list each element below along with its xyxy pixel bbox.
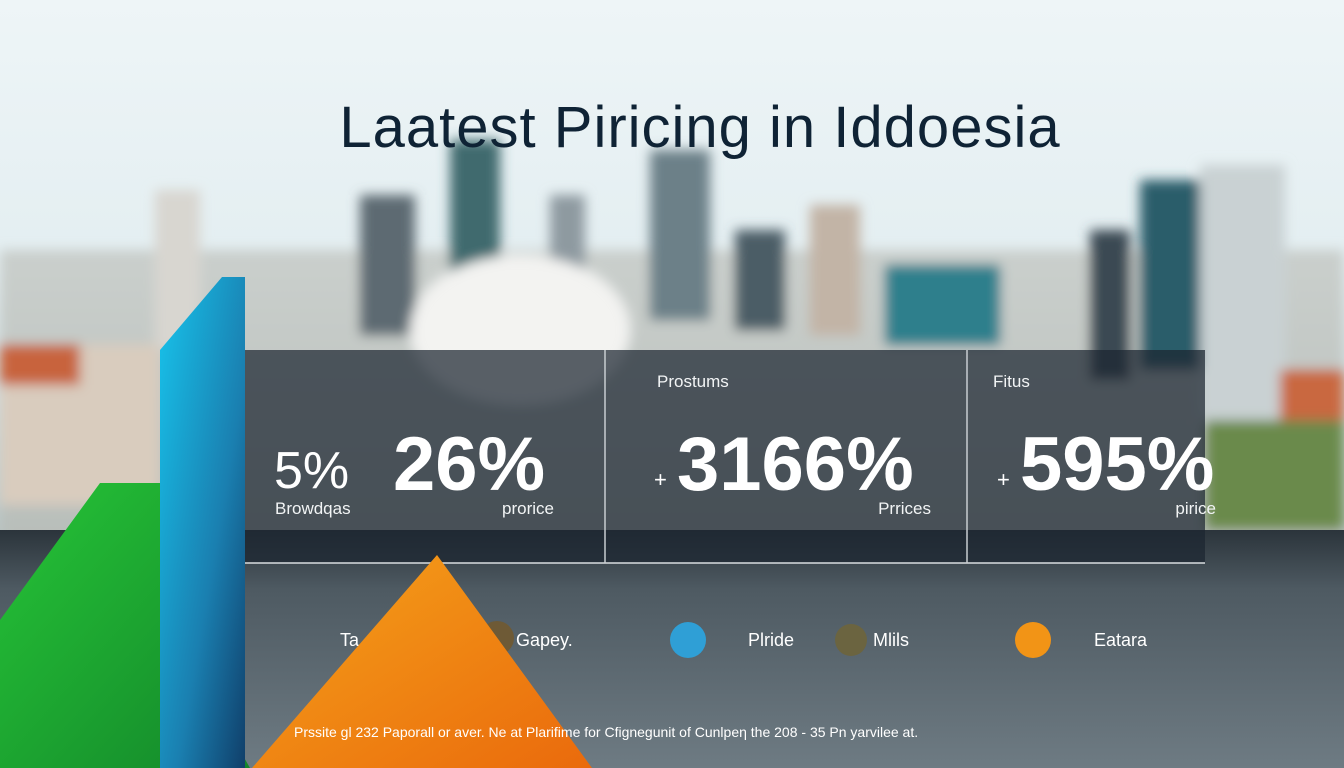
stats-panel <box>245 350 1205 563</box>
legend-label: Eatara <box>1094 630 1148 650</box>
stat: 595% <box>1020 422 1214 507</box>
legend-dot <box>670 622 706 658</box>
stat-prefix: + <box>654 467 667 492</box>
stat: 3166% <box>677 422 914 507</box>
stat-label: Prrices <box>878 499 931 518</box>
footer: Prssite gl 232 Paporall or aver. Ne at P… <box>294 724 918 740</box>
title: Laatest Piricing in Iddoesia <box>339 95 1060 160</box>
panel-header: Fitus <box>993 372 1030 391</box>
stat: 5% <box>274 442 349 500</box>
blue-shape <box>160 277 245 768</box>
stat-label: prorice <box>502 499 554 518</box>
stat-label: pirice <box>1175 499 1216 518</box>
orange-shape <box>252 555 592 768</box>
legend-dot <box>1015 622 1051 658</box>
legend-dot <box>835 624 867 656</box>
stat-label: Browdqas <box>275 499 351 518</box>
stat: 26% <box>393 422 545 507</box>
legend-label: Mlils <box>873 630 909 650</box>
legend-label: Plride <box>748 630 794 650</box>
stat-prefix: + <box>997 467 1010 492</box>
panel-header: Prostums <box>657 372 729 391</box>
legend-label: Ta <box>340 630 360 650</box>
legend-label: Gapey. <box>516 630 573 650</box>
